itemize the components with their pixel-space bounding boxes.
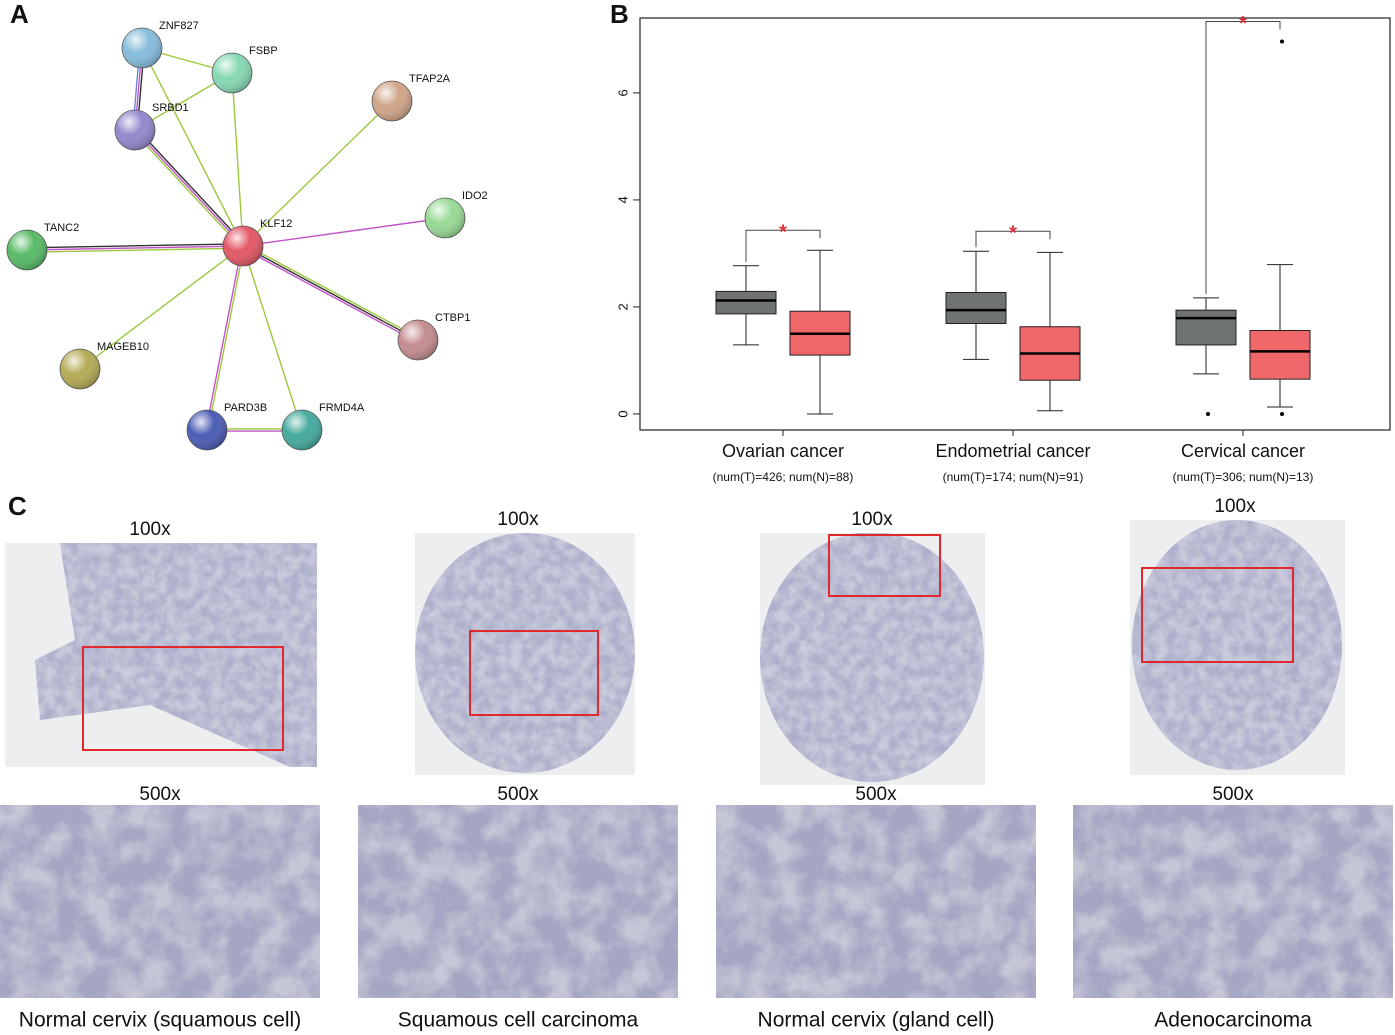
edge <box>141 47 244 247</box>
node-shade <box>372 81 412 121</box>
histology-panels: 100x 500x Normal cervix (squamous cell) 100… <box>0 496 1393 1032</box>
node-shade <box>398 320 438 360</box>
node-label: ZNF827 <box>159 20 199 32</box>
magnification-label: 100x <box>851 509 893 530</box>
panel-label: B <box>610 0 629 29</box>
edge <box>207 246 245 431</box>
network: ZNF827 FSBP SRBD1 TFAP2A IDO2 TANC2 KLF12 CTBP1… <box>6 20 488 451</box>
zoom-texture <box>0 805 320 998</box>
magnification-label: 500x <box>497 784 539 805</box>
x-tick-label: Cervical cancer <box>1181 441 1305 461</box>
significance-bracket <box>745 229 821 262</box>
zoom-texture <box>1073 805 1393 998</box>
magnification-label: 100x <box>129 519 171 540</box>
region-box <box>1141 567 1294 663</box>
y-tick-label: 6 <box>615 89 630 96</box>
node-shade <box>60 349 100 389</box>
node-label: FSBP <box>249 45 278 57</box>
edge <box>134 129 244 247</box>
box <box>1175 309 1237 346</box>
panel-label: C <box>8 491 27 521</box>
region-box <box>828 534 941 597</box>
region-box <box>82 646 284 751</box>
caption: Normal cervix (squamous cell) <box>19 1009 301 1032</box>
edge <box>136 128 246 245</box>
zoom-texture <box>716 805 1036 998</box>
edge <box>79 245 244 370</box>
outlier <box>1206 411 1210 416</box>
node-shade <box>122 28 162 68</box>
x-tick-label: Endometrial cancer <box>935 441 1090 461</box>
caption: Squamous cell carcinoma <box>398 1009 639 1032</box>
edge <box>205 245 243 430</box>
significance-label: * <box>779 221 787 243</box>
node-label: IDO2 <box>462 190 488 202</box>
magnification-label: 500x <box>1212 784 1254 805</box>
node-shade <box>187 410 227 450</box>
plot-frame <box>639 17 1391 431</box>
edge <box>241 247 418 343</box>
node-shade <box>212 53 252 93</box>
y-tick-label: 0 <box>615 410 630 417</box>
box <box>715 290 777 315</box>
edge <box>26 245 244 251</box>
tissue-texture <box>760 533 984 782</box>
caption: Normal cervix (gland cell) <box>758 1009 995 1032</box>
node-shade <box>115 110 155 150</box>
edge <box>132 131 242 248</box>
magnification-label: 500x <box>855 784 897 805</box>
magnification-label: 500x <box>139 784 181 805</box>
node-label: PARD3B <box>224 402 267 414</box>
significance-bracket <box>1205 21 1281 294</box>
node-shade <box>223 226 263 266</box>
y-tick-label: 4 <box>615 196 630 203</box>
x-tick-label: Ovarian cancer <box>722 441 844 461</box>
edge <box>27 247 244 253</box>
zoom-texture <box>358 805 678 998</box>
node-shade <box>282 410 322 450</box>
node-shade <box>7 230 47 270</box>
tissue-core <box>760 533 984 782</box>
significance-bracket <box>975 230 1051 248</box>
category-note: (num(T)=426; num(N)=88) <box>713 470 854 484</box>
edge <box>26 243 243 249</box>
edge <box>242 245 419 341</box>
box-chart: 0 2 4 6 Ovarian cancer (num(T)=426; num(N)=88… <box>615 13 1391 484</box>
tissue-texture <box>1132 520 1342 770</box>
box <box>1249 329 1311 380</box>
node-label: FRMD4A <box>319 402 365 414</box>
node-shade <box>425 198 465 238</box>
outlier <box>1280 411 1284 416</box>
caption: Adenocarcinoma <box>1154 1009 1312 1032</box>
edge <box>243 243 420 339</box>
edge <box>242 100 393 247</box>
node-label: SRBD1 <box>152 102 189 114</box>
category-note: (num(T)=174; num(N)=91) <box>943 470 1084 484</box>
node-label: TFAP2A <box>409 73 451 85</box>
node-label: MAGEB10 <box>97 341 149 353</box>
edge <box>242 245 303 431</box>
panel-label: A <box>10 0 29 29</box>
significance-label: * <box>1239 13 1247 35</box>
outlier <box>1280 39 1284 44</box>
significance-label: * <box>1009 223 1017 245</box>
category-note: (num(T)=306; num(N)=13) <box>1173 470 1314 484</box>
node-label: KLF12 <box>260 218 292 230</box>
node-label: TANC2 <box>44 222 79 234</box>
tissue-core <box>1132 520 1342 770</box>
edge <box>242 217 446 247</box>
node-label: CTBP1 <box>435 312 470 324</box>
magnification-label: 100x <box>1214 496 1256 517</box>
y-tick-label: 2 <box>615 303 630 310</box>
box <box>945 291 1007 325</box>
magnification-label: 100x <box>497 509 539 530</box>
region-box <box>469 630 599 716</box>
edge <box>231 72 244 247</box>
